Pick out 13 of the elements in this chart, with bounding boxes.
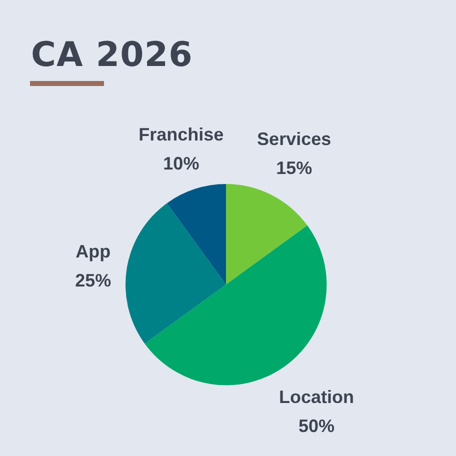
data-label: 25% — [75, 270, 112, 290]
slice-label: App — [76, 241, 111, 262]
pie-slice — [166, 184, 226, 284]
pie-slice — [144, 225, 327, 386]
data-label: 50% — [298, 416, 335, 436]
pie-slice — [126, 203, 226, 344]
slice-label: Services — [257, 128, 332, 149]
data-label: 10% — [163, 154, 200, 174]
pie-slice — [226, 184, 308, 284]
chart-title: CA 2026 — [31, 35, 193, 75]
data-label: 15% — [276, 158, 312, 178]
slice-label: Location — [279, 387, 354, 408]
slice-label: Franchise — [138, 124, 224, 145]
